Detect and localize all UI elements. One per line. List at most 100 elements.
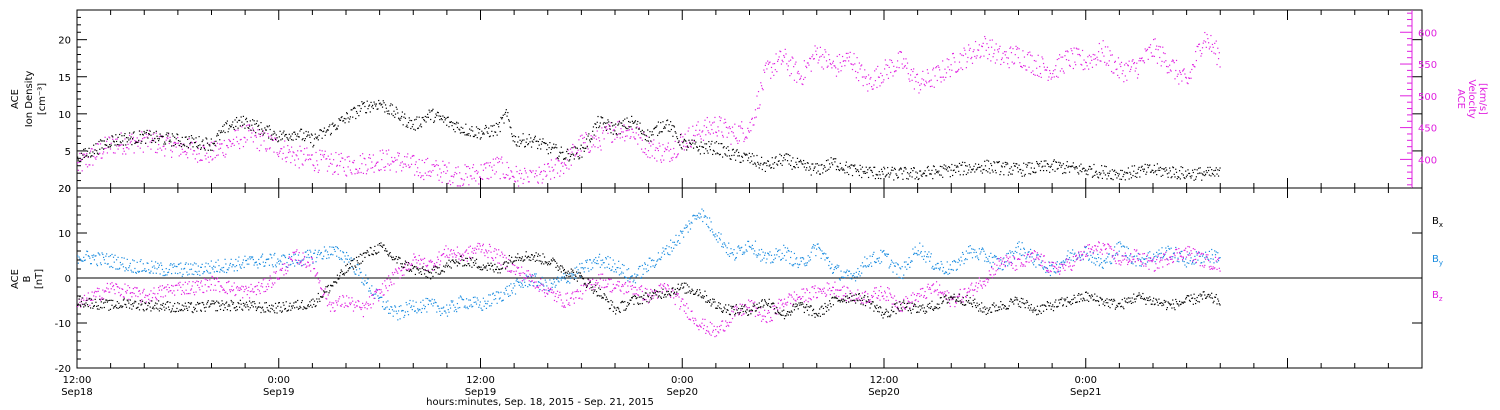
- density-point: [341, 116, 343, 118]
- by-point: [729, 252, 731, 255]
- velocity-point: [297, 150, 299, 152]
- density-point: [187, 146, 190, 149]
- density-point: [640, 130, 642, 133]
- velocity-point: [1000, 58, 1003, 61]
- velocity-point: [449, 183, 452, 186]
- bz-point: [133, 292, 135, 295]
- by-point: [718, 232, 720, 234]
- velocity-point: [335, 151, 337, 154]
- by-point: [709, 217, 711, 219]
- velocity-point: [298, 167, 300, 169]
- by-point: [182, 273, 184, 276]
- by-point: [990, 265, 993, 268]
- by-point: [723, 242, 725, 244]
- velocity-point: [342, 157, 344, 159]
- by-point: [467, 307, 469, 310]
- density-point: [420, 123, 422, 125]
- by-point: [355, 273, 357, 275]
- velocity-point: [1036, 67, 1038, 69]
- velocity-point: [1132, 59, 1134, 61]
- velocity-point: [942, 76, 945, 78]
- by-point: [89, 263, 92, 265]
- velocity-point: [244, 137, 246, 139]
- density-point: [466, 133, 468, 135]
- velocity-point: [1107, 46, 1109, 48]
- velocity-point: [725, 126, 728, 128]
- density-point: [1022, 169, 1024, 172]
- velocity-point: [1083, 59, 1085, 61]
- density-point: [377, 108, 379, 110]
- by-point: [106, 263, 108, 265]
- density-point: [355, 110, 358, 113]
- velocity-point: [567, 149, 569, 151]
- velocity-point: [954, 61, 956, 63]
- by-point: [465, 298, 468, 300]
- velocity-point: [1122, 70, 1124, 72]
- density-point: [747, 157, 750, 159]
- by-point: [1144, 258, 1146, 260]
- density-point: [934, 173, 936, 175]
- velocity-point: [598, 137, 600, 139]
- density-point: [945, 169, 948, 171]
- by-point: [279, 259, 281, 262]
- by-point: [1119, 241, 1121, 243]
- by-point: [1148, 257, 1150, 259]
- density-point: [579, 157, 581, 159]
- by-point: [620, 273, 622, 275]
- by-point: [702, 220, 704, 223]
- velocity-point: [1218, 52, 1220, 54]
- velocity-point: [167, 133, 170, 135]
- by-point: [774, 257, 776, 259]
- bz-point: [154, 296, 157, 298]
- velocity-point: [500, 158, 502, 160]
- density-point: [890, 172, 892, 174]
- by-point: [419, 309, 421, 311]
- velocity-point: [744, 136, 747, 138]
- velocity-point: [964, 49, 966, 51]
- density-point: [672, 135, 674, 137]
- velocity-point: [766, 68, 768, 70]
- density-point: [861, 176, 863, 179]
- velocity-point: [462, 183, 465, 185]
- velocity-point: [179, 145, 181, 147]
- density-point: [1012, 169, 1014, 171]
- density-point: [1029, 162, 1031, 164]
- density-point: [252, 129, 254, 131]
- velocity-point: [1007, 57, 1009, 59]
- density-point: [120, 142, 122, 144]
- by-point: [738, 245, 740, 247]
- density-point: [374, 103, 376, 105]
- velocity-point: [297, 158, 300, 160]
- by-point: [507, 293, 509, 295]
- density-point: [600, 116, 602, 118]
- density-point: [219, 139, 221, 141]
- density-point: [847, 166, 849, 168]
- by-point: [325, 249, 327, 251]
- velocity-point: [926, 82, 928, 84]
- velocity-point: [874, 80, 877, 82]
- velocity-point: [102, 151, 105, 153]
- density-point: [699, 153, 702, 155]
- velocity-point: [1136, 62, 1138, 64]
- velocity-point: [400, 162, 402, 164]
- by-point: [533, 281, 535, 284]
- by-point: [394, 306, 397, 308]
- velocity-point: [1094, 54, 1096, 56]
- density-point: [673, 125, 675, 127]
- density-point: [307, 131, 309, 133]
- density-point: [1175, 171, 1178, 173]
- density-point: [650, 140, 652, 142]
- by-point: [482, 297, 484, 299]
- density-point: [474, 134, 476, 136]
- density-point: [133, 131, 135, 133]
- velocity-point: [533, 176, 536, 178]
- velocity-point: [775, 53, 777, 55]
- velocity-point: [589, 151, 591, 153]
- velocity-point: [945, 72, 948, 74]
- density-point: [365, 112, 368, 114]
- by-point: [572, 273, 574, 275]
- by-point: [964, 259, 966, 261]
- velocity-point: [667, 142, 669, 144]
- density-point: [308, 134, 310, 136]
- density-point: [629, 121, 631, 123]
